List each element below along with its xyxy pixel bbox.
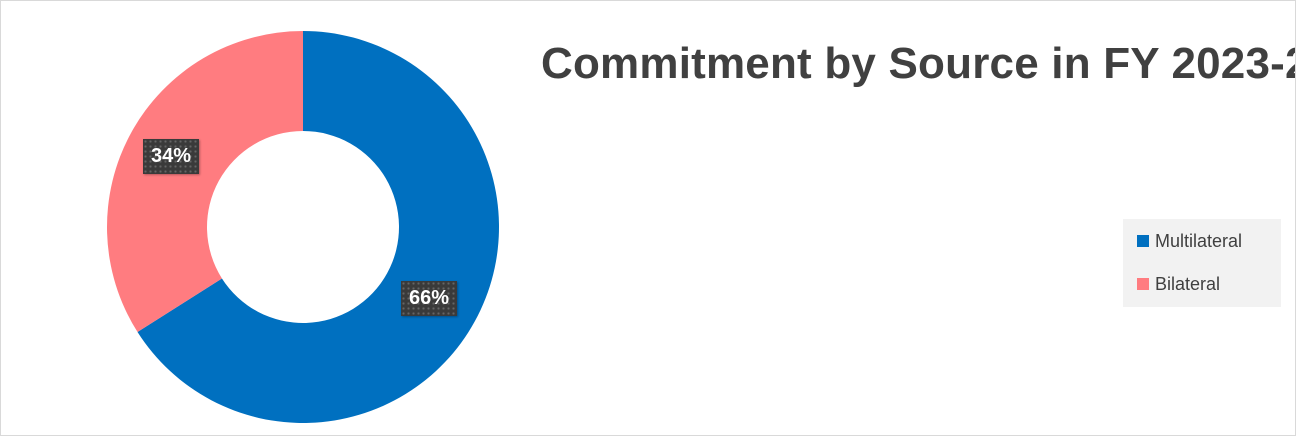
data-label-multilateral: 66% [401,281,458,316]
legend-item-multilateral: Multilateral [1137,230,1242,252]
donut-slice-multilateral [137,31,500,423]
chart-legend: Multilateral Bilateral [1123,219,1281,307]
legend-label-multilateral: Multilateral [1155,230,1243,251]
legend-swatch-bilateral [1137,278,1149,290]
legend-label-bilateral: Bilateral [1155,273,1221,294]
donut-slice-bilateral [107,31,304,333]
chart-title: Commitment by Source in FY 2023-24 [541,39,1296,88]
legend-swatch-multilateral [1137,235,1149,247]
legend-item-bilateral: Bilateral [1137,273,1220,295]
data-label-bilateral: 34% [143,139,200,174]
donut-slices [107,31,500,423]
